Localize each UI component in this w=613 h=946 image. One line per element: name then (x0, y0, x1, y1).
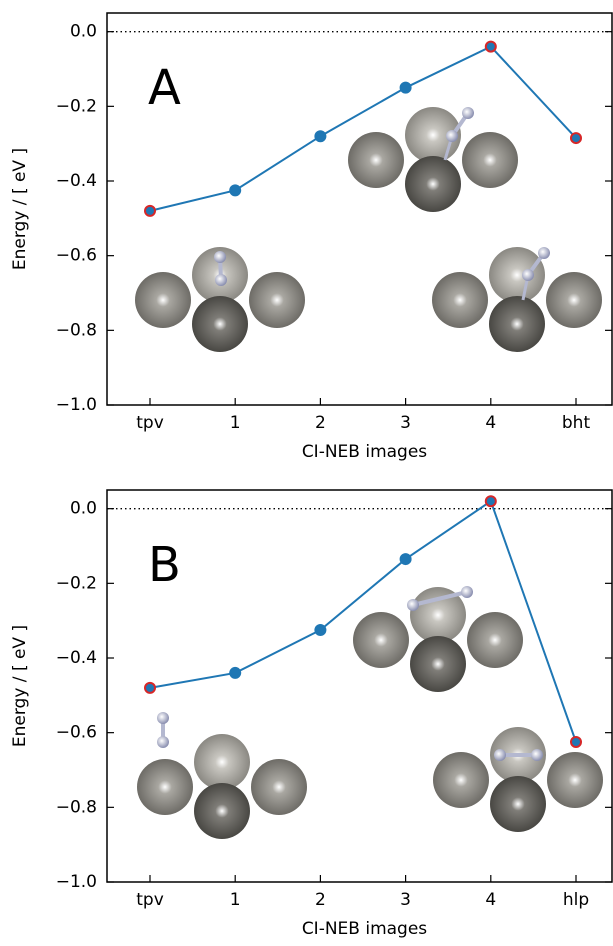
x-axis-label: CI-NEB images (302, 919, 427, 939)
x-tick-label: tpv (136, 413, 164, 433)
molecule-images (135, 107, 603, 839)
marker (229, 666, 242, 679)
marker (484, 40, 497, 53)
y-tick-label: −0.2 (56, 96, 97, 116)
x-tick-label: 4 (485, 890, 496, 910)
y-tick-label: −0.8 (56, 797, 97, 817)
y-tick-label: −0.4 (56, 171, 97, 191)
marker (314, 624, 327, 636)
y-tick-label: −1.0 (56, 395, 97, 415)
marker (399, 553, 412, 566)
panel-label: B (148, 537, 181, 593)
x-tick-label: bht (562, 413, 591, 433)
line (149, 499, 577, 743)
y-tick-label: −0.8 (56, 320, 97, 340)
marker (314, 130, 327, 143)
x-tick-label: tpv (136, 890, 164, 910)
y-axis-label: Energy / [ eV ] (10, 148, 30, 270)
y-tick-label: −1.0 (56, 872, 97, 892)
panel-label: A (148, 60, 181, 116)
x-tick-label: 1 (230, 890, 241, 910)
x-tick-label: 2 (315, 890, 326, 910)
x-tick-label: 1 (230, 413, 241, 433)
marker (570, 132, 582, 145)
marker (144, 204, 156, 217)
y-axis-label: Energy / [ eV ] (10, 625, 30, 747)
x-tick-label: 3 (400, 413, 411, 433)
marker (570, 736, 582, 748)
marker (484, 495, 497, 508)
x-tick-label: 3 (400, 890, 411, 910)
y-tick-label: 0.0 (70, 22, 97, 42)
plot-frame (106, 12, 613, 406)
marker (399, 81, 412, 94)
x-tick-label: 2 (315, 413, 326, 433)
x-tick-label: hlp (563, 890, 589, 910)
line (149, 45, 577, 212)
plot-frame (106, 489, 613, 883)
y-tick-label: 0.0 (70, 499, 97, 519)
x-axis-label: CI-NEB images (302, 442, 427, 462)
y-tick-label: −0.2 (56, 573, 97, 593)
y-tick-label: −0.6 (56, 723, 97, 743)
y-tick-label: −0.6 (56, 246, 97, 266)
y-tick-label: −0.4 (56, 648, 97, 668)
marker (229, 184, 242, 197)
marker (144, 681, 156, 694)
x-tick-label: 4 (485, 413, 496, 433)
